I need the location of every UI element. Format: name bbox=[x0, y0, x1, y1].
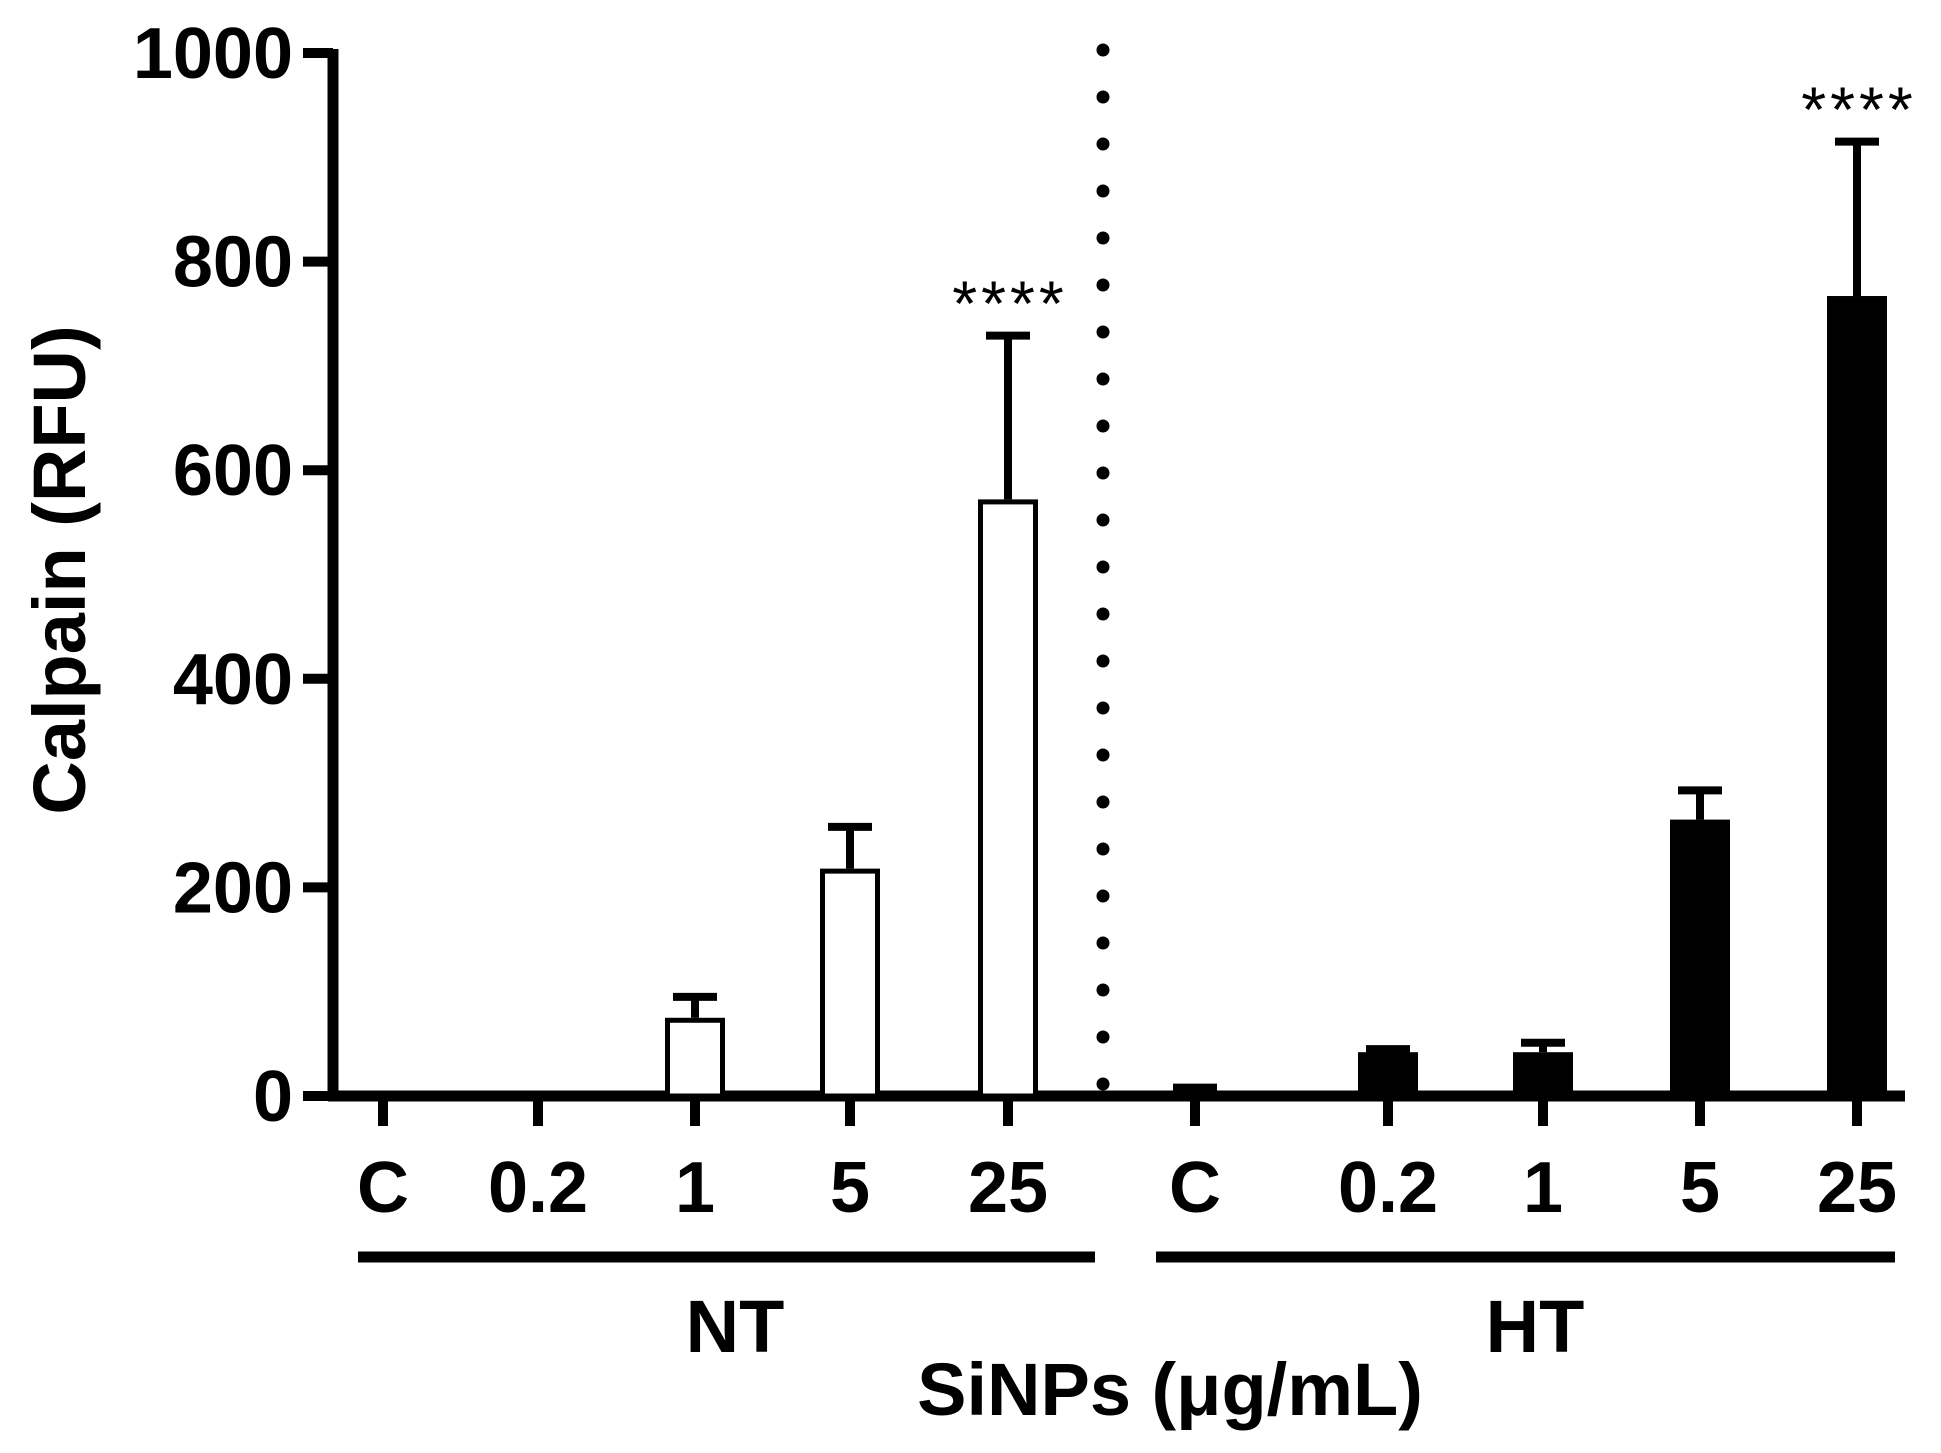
x-tick-label-ht-1: 1 bbox=[1523, 1148, 1563, 1228]
bar-ht-c bbox=[1165, 1092, 1225, 1096]
group-label-ht: HT bbox=[1486, 1285, 1585, 1368]
y-tick-label-800: 800 bbox=[173, 223, 293, 303]
plot-area: 0 200 400 600 800 1000 C 0.2 1 5 25 **** NT C 0.2 1 5 25 *… bbox=[133, 14, 1917, 1368]
bar-nt-1 bbox=[665, 1017, 725, 1099]
x-tick-label-ht-0-2: 0.2 bbox=[1338, 1148, 1438, 1228]
significance-nt-25: **** bbox=[952, 268, 1068, 340]
x-tick-label-nt-1: 1 bbox=[675, 1148, 715, 1228]
x-tick-label-ht-25: 25 bbox=[1817, 1148, 1897, 1228]
bar-ht-1 bbox=[1513, 1052, 1573, 1096]
group-label-nt: NT bbox=[686, 1285, 785, 1368]
y-axis-title: Calpain (RFU) bbox=[18, 325, 101, 814]
y-tick-label-600: 600 bbox=[173, 431, 293, 511]
significance-ht-25: **** bbox=[1801, 74, 1917, 146]
bar-ht-0-2 bbox=[1358, 1052, 1418, 1096]
x-tick-label-ht-c: C bbox=[1169, 1148, 1221, 1228]
bar-nt-5 bbox=[820, 868, 880, 1099]
bar-ht-25 bbox=[1827, 296, 1887, 1096]
x-tick-label-nt-c: C bbox=[357, 1148, 409, 1228]
x-tick-label-nt-25: 25 bbox=[968, 1148, 1048, 1228]
bar-nt-25 bbox=[978, 499, 1038, 1099]
x-tick-label-nt-5: 5 bbox=[830, 1148, 870, 1228]
bar-ht-5 bbox=[1670, 819, 1730, 1096]
x-axis-title: SiNPs (μg/mL) bbox=[917, 1348, 1423, 1431]
y-tick-label-1000: 1000 bbox=[133, 14, 293, 94]
y-tick-label-0: 0 bbox=[253, 1057, 293, 1137]
y-tick-label-400: 400 bbox=[173, 640, 293, 720]
y-tick-label-200: 200 bbox=[173, 848, 293, 928]
x-tick-label-nt-0-2: 0.2 bbox=[488, 1148, 588, 1228]
x-tick-label-ht-5: 5 bbox=[1680, 1148, 1720, 1228]
